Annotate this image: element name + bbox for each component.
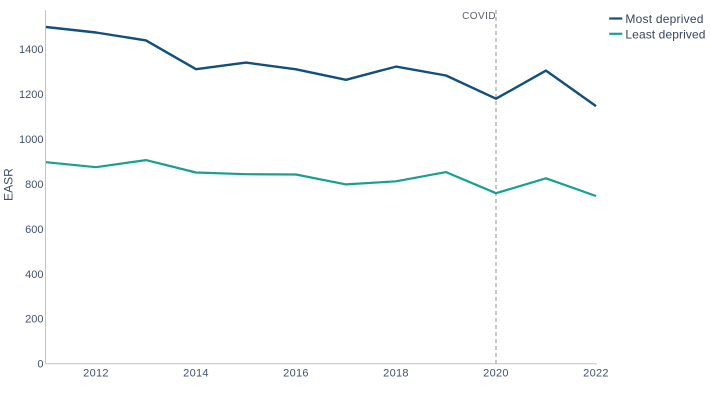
svg-text:COVID: COVID (462, 11, 496, 22)
svg-text:1000: 1000 (19, 134, 43, 146)
svg-text:EASR: EASR (2, 168, 16, 201)
svg-text:0: 0 (37, 359, 43, 371)
svg-text:2012: 2012 (83, 368, 109, 380)
svg-text:2018: 2018 (383, 368, 409, 380)
svg-text:2016: 2016 (283, 368, 309, 380)
svg-text:2022: 2022 (583, 368, 609, 380)
svg-text:1200: 1200 (19, 89, 43, 101)
svg-text:1400: 1400 (19, 44, 43, 56)
svg-text:2020: 2020 (483, 368, 509, 380)
svg-text:400: 400 (25, 269, 43, 281)
svg-text:800: 800 (25, 179, 43, 191)
svg-text:600: 600 (25, 224, 43, 236)
svg-text:Least deprived: Least deprived (625, 27, 705, 41)
svg-text:2014: 2014 (183, 368, 209, 380)
svg-text:200: 200 (25, 314, 43, 326)
svg-text:Most deprived: Most deprived (625, 12, 703, 26)
